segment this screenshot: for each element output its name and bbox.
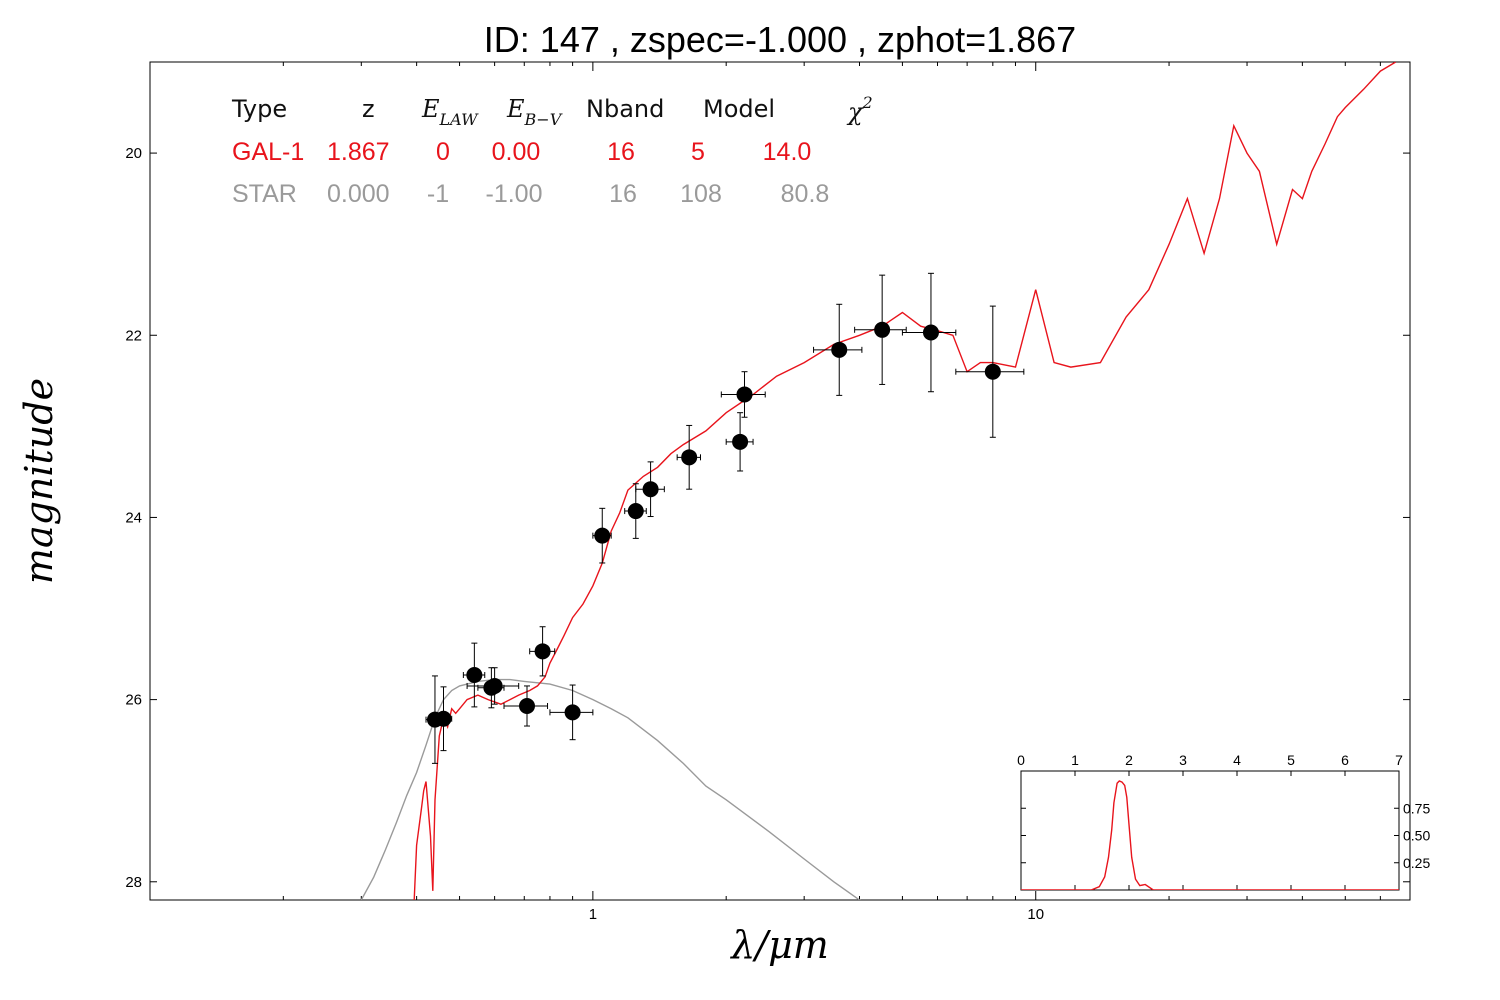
data-point-marker: [534, 643, 551, 660]
header-model: Model: [703, 95, 775, 123]
y-tick-label: 26: [125, 692, 142, 709]
data-point: [529, 626, 556, 677]
data-point-marker: [594, 527, 611, 544]
x-tick-label: 1: [589, 906, 597, 923]
row-model: 108: [680, 180, 722, 208]
header-ebv: EB−V: [506, 95, 563, 129]
header-elaw-sub: LAW: [439, 110, 480, 129]
row-elaw: 0: [436, 138, 450, 166]
data-point-marker: [831, 341, 848, 358]
table-row-galaxy: GAL-1 1.867 0 0.00 16 5 14.0: [232, 138, 811, 166]
data-point-marker: [486, 677, 503, 694]
inset-x-tick-label: 4: [1233, 752, 1241, 768]
row-type: GAL-1: [232, 138, 304, 166]
data-point: [503, 685, 549, 727]
row-z: 0.000: [327, 180, 390, 208]
data-point-marker: [435, 710, 452, 727]
row-nband: 16: [609, 180, 637, 208]
header-chi2-main: χ: [846, 98, 864, 126]
header-z: z: [362, 95, 375, 123]
row-z: 1.867: [327, 138, 390, 166]
inset-y-tick-label: 0.75: [1403, 800, 1430, 816]
header-chi2-sup: 2: [862, 93, 873, 112]
chart-title: ID: 147 , zspec=-1.000 , zphot=1.867: [484, 19, 1076, 60]
inset-y-tick-label: 0.25: [1403, 855, 1430, 871]
y-tick-label: 22: [125, 327, 142, 344]
data-point: [434, 686, 453, 752]
redshift-pdf-line: [1021, 780, 1399, 890]
y-axis-label: magnitude: [17, 378, 61, 584]
inset-x-tick-label: 5: [1287, 752, 1295, 768]
row-ebv: -1.00: [486, 180, 543, 208]
data-point-marker: [564, 704, 581, 721]
main-series-group: [360, 62, 1397, 900]
data-point: [462, 642, 486, 708]
data-point: [624, 483, 647, 539]
row-chi2: 14.0: [763, 138, 812, 166]
header-chi2: χ2: [846, 93, 873, 126]
data-point: [635, 461, 665, 518]
data-point-marker: [922, 324, 939, 341]
row-elaw: -1: [427, 180, 449, 208]
data-point-marker: [627, 503, 644, 520]
row-model: 5: [691, 138, 705, 166]
header-nband: Nband: [586, 95, 664, 123]
x-axis-label: λ/μm: [729, 923, 829, 967]
inset-x-tick-label: 2: [1125, 752, 1133, 768]
row-type: STAR: [232, 180, 297, 208]
header-elaw-main: E: [421, 95, 440, 123]
data-point: [725, 412, 754, 472]
redshift-pdf-inset: 0 1 2 3 4 5 6 7 0.25 0.50 0.75: [1017, 752, 1430, 891]
data-point: [592, 507, 612, 564]
data-point-marker: [874, 321, 891, 338]
table-header: Type z ELAW EB−V Nband Model χ2: [231, 93, 873, 129]
data-point: [813, 303, 863, 396]
data-point: [466, 667, 520, 705]
fit-summary-table: Type z ELAW EB−V Nband Model χ2 GAL-1 1.…: [231, 93, 873, 208]
header-elaw: ELAW: [421, 95, 479, 129]
inset-series-group: [1021, 780, 1399, 890]
y-tick-label: 24: [125, 509, 142, 526]
x-tick-label: 10: [1027, 906, 1044, 923]
data-point: [676, 424, 702, 490]
inset-frame: [1020, 770, 1400, 891]
y-tick-label: 20: [125, 145, 142, 162]
main-plot-frame: [149, 61, 1411, 901]
data-point: [901, 272, 957, 393]
row-chi2: 80.8: [781, 180, 830, 208]
row-nband: 16: [607, 138, 635, 166]
table-row-star: STAR 0.000 -1 -1.00 16 108 80.8: [232, 180, 829, 208]
photometry-points: [425, 272, 1025, 764]
data-point-marker: [736, 386, 753, 403]
inset-x-tick-label: 6: [1341, 752, 1349, 768]
data-point-marker: [642, 481, 659, 498]
data-point-marker: [518, 697, 535, 714]
inset-x-tick-label: 3: [1179, 752, 1187, 768]
inset-x-tick-label: 1: [1071, 752, 1079, 768]
data-point-marker: [466, 667, 483, 684]
header-ebv-main: E: [506, 95, 525, 123]
data-point: [955, 305, 1025, 438]
data-point: [549, 684, 594, 741]
header-type: Type: [231, 95, 287, 123]
data-point-marker: [732, 433, 749, 450]
data-point-marker: [681, 449, 698, 466]
inset-y-tick-label: 0.50: [1403, 828, 1430, 844]
star-model-line: [360, 678, 861, 900]
y-tick-label: 28: [125, 874, 142, 891]
inset-x-tick-label: 0: [1017, 752, 1025, 768]
header-ebv-sub: B−V: [524, 110, 563, 129]
inset-x-tick-label: 7: [1395, 752, 1403, 768]
row-ebv: 0.00: [492, 138, 541, 166]
galaxy-model-line: [413, 62, 1397, 900]
data-point: [720, 371, 766, 418]
data-point-marker: [984, 363, 1001, 380]
inset-axis-ticks: 0 1 2 3 4 5 6 7 0.25 0.50 0.75: [1017, 752, 1430, 890]
data-point: [854, 274, 907, 385]
